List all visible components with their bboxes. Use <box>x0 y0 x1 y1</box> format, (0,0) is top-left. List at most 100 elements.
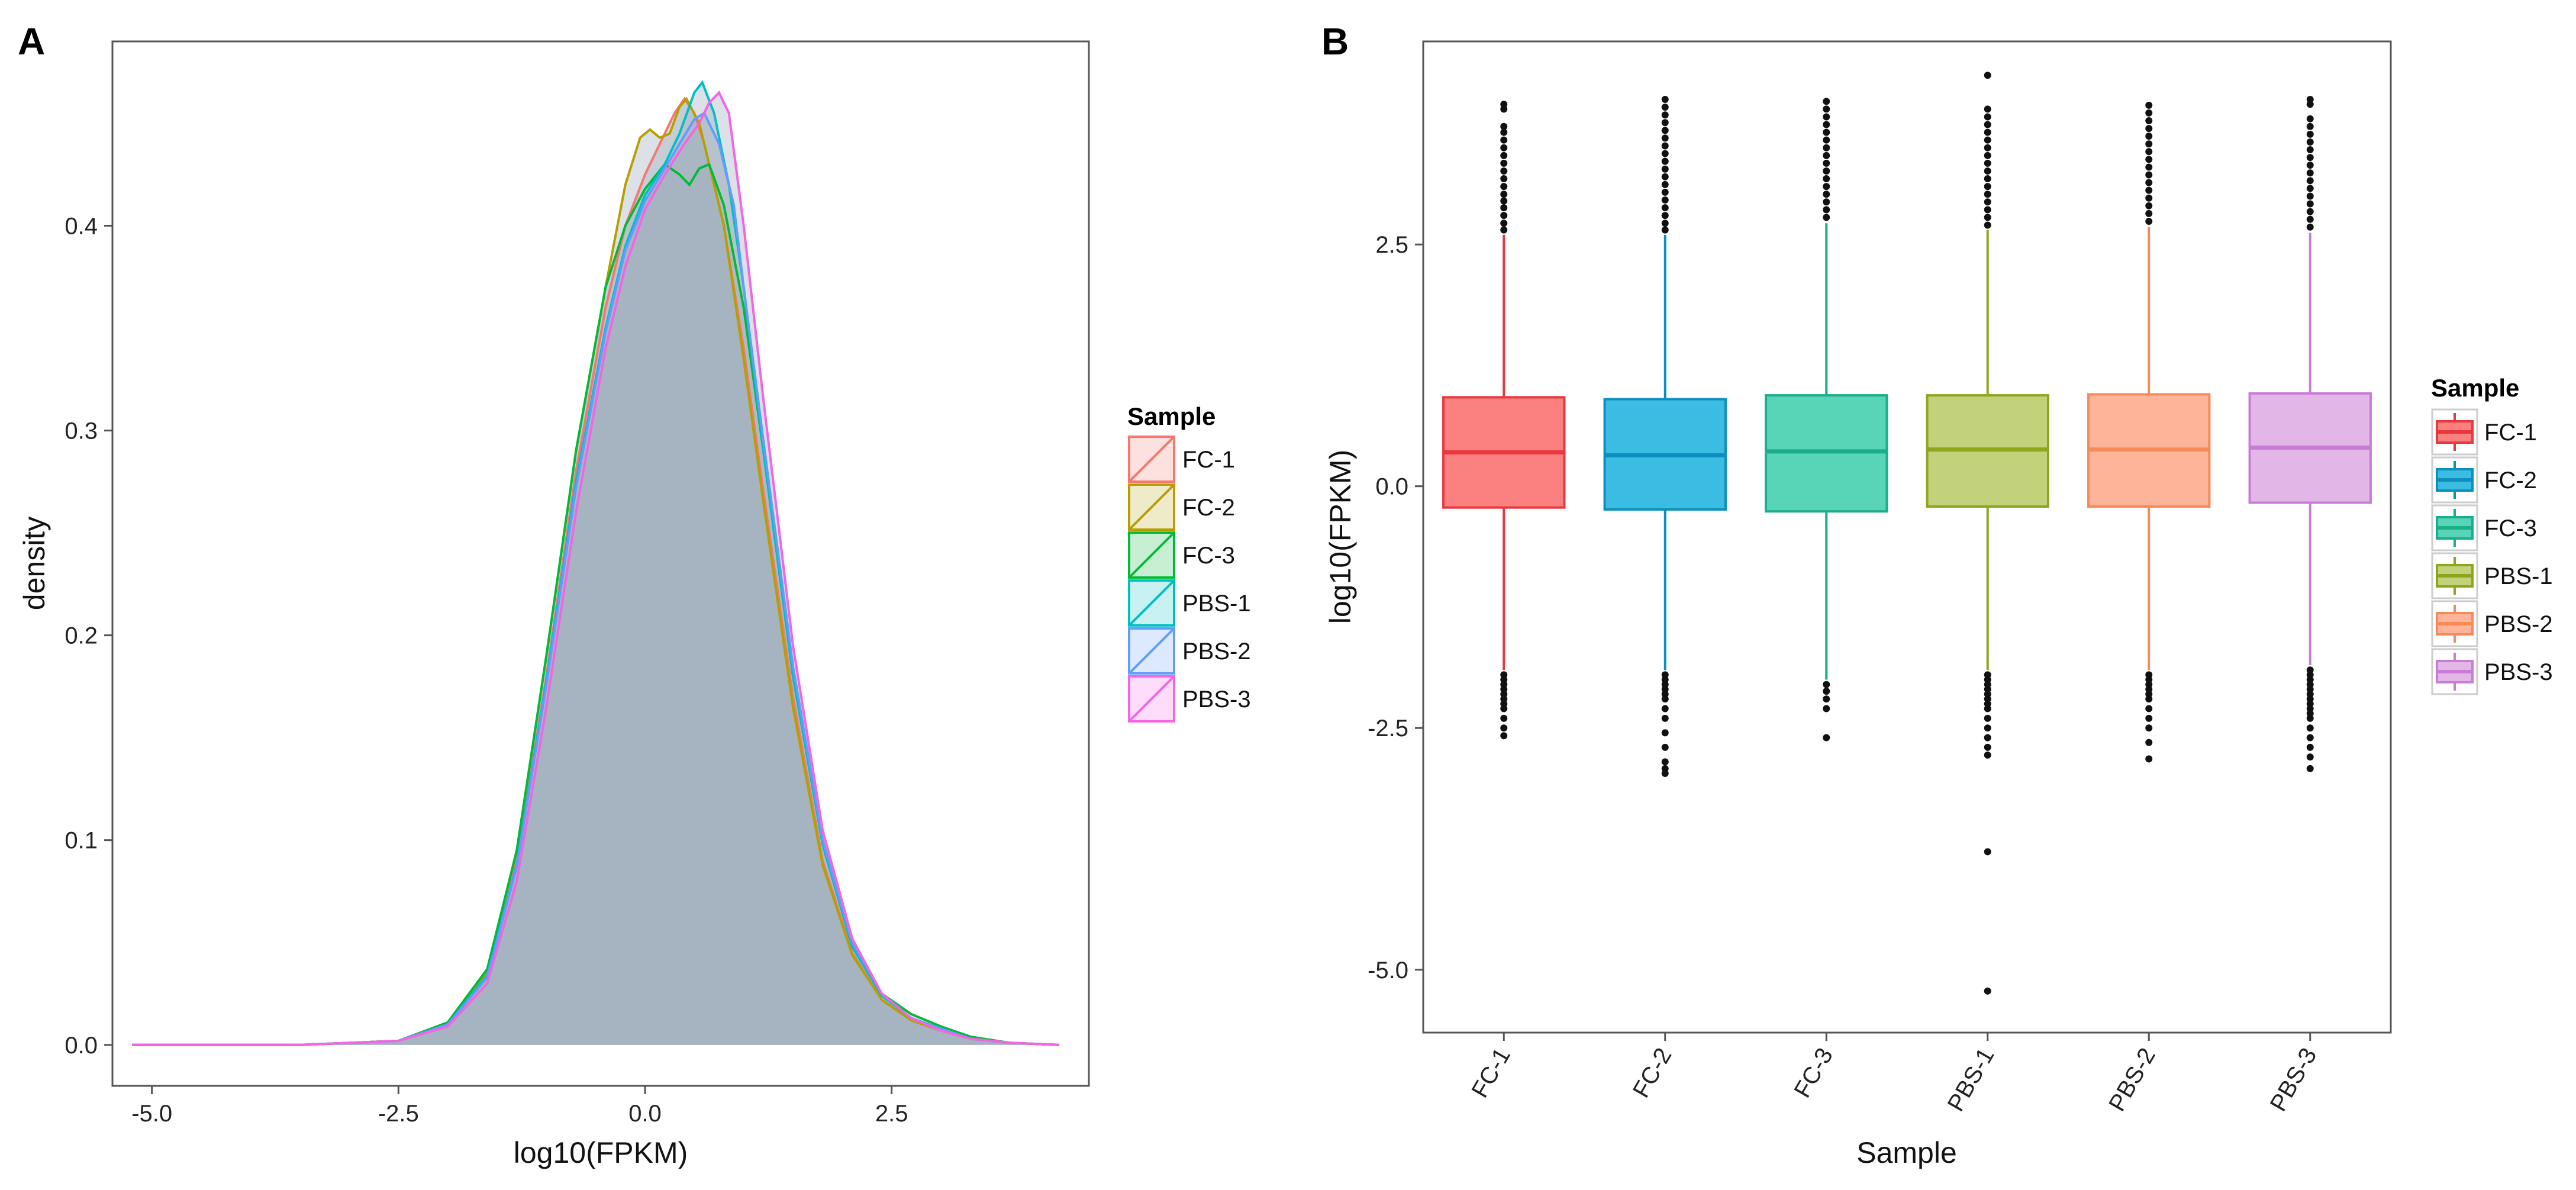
box-outlier <box>1984 183 1991 191</box>
box-outlier <box>2306 115 2314 122</box>
boxplot-legend-title: Sample <box>2431 374 2519 402</box>
box-outlier <box>2306 146 2314 154</box>
box-outlier <box>2145 714 2153 722</box>
box-outlier <box>1823 214 1830 221</box>
boxplot-legend-item-fc-1: FC-1 <box>2431 408 2537 456</box>
box-outlier <box>1661 695 1669 703</box>
box-outlier <box>1661 111 1669 119</box>
boxplot-legend-item-pbs-1: PBS-1 <box>2431 552 2553 599</box>
density-areas <box>132 82 1059 1045</box>
box-outlier <box>2306 734 2314 741</box>
box-outlier <box>1823 183 1830 191</box>
box-outlier <box>1984 206 1991 214</box>
box-outlier <box>2306 765 2314 772</box>
box-outlier <box>2306 138 2314 146</box>
box-outlier <box>1984 724 1991 732</box>
box-outlier <box>1500 128 1508 136</box>
density-legend-item-pbs-1: PBS-1 <box>1128 579 1251 627</box>
box-pbs-3 <box>2248 96 2372 772</box>
box-outlier <box>1984 848 1991 856</box>
box-outlier <box>1984 72 1991 79</box>
box-outlier <box>2145 738 2153 746</box>
box-outlier <box>1661 134 1669 142</box>
panel-a-label: A <box>18 20 45 63</box>
box-outlier <box>1823 705 1830 712</box>
boxplot-legend-label: PBS-2 <box>2484 611 2553 637</box>
box-outlier <box>1500 724 1508 732</box>
density-y-axis-title: density <box>18 517 51 610</box>
density-legend-key-diagonal <box>1128 627 1175 675</box>
box-outlier <box>1823 121 1830 128</box>
box-outlier <box>1823 206 1830 214</box>
box-outlier <box>1500 714 1508 722</box>
density-legend-label: FC-3 <box>1182 543 1235 569</box>
box-outlier <box>1823 681 1830 688</box>
boxplot-x-tick-label: FC-1 <box>1466 1044 1516 1102</box>
box-outlier <box>1500 136 1508 144</box>
box-outlier <box>1661 150 1669 157</box>
box-outlier <box>1984 987 1991 995</box>
density-y-tick-label: 0.0 <box>65 1033 98 1059</box>
box-outlier <box>1661 180 1669 188</box>
box-outlier <box>1984 175 1991 183</box>
boxplot-legend-label: FC-3 <box>2484 515 2537 541</box>
boxplot-y-tick-label: -5.0 <box>1368 957 1408 983</box>
box-outlier <box>2145 179 2153 186</box>
box-outlier <box>1823 175 1830 183</box>
box-outlier <box>2145 171 2153 179</box>
box-outlier <box>1661 173 1669 180</box>
box-outlier <box>1823 688 1830 695</box>
box-outlier <box>2145 194 2153 202</box>
boxplot-x-axis-title: Sample <box>1856 1136 1957 1169</box>
box-outlier <box>1823 128 1830 136</box>
panel-b-label: B <box>1321 20 1349 63</box>
boxplot-plot-area <box>1422 40 2392 1034</box>
density-legend-title: Sample <box>1127 402 1216 430</box>
box-outlier <box>2145 109 2153 117</box>
density-legend-key-diagonal <box>1128 579 1175 627</box>
box-outlier <box>2306 154 2314 162</box>
box-outlier <box>2145 705 2153 712</box>
box-outlier <box>1661 220 1669 227</box>
density-chart: A -5.0 -2.5 0.0 2.5 0.0 0.1 0.2 0.3 0.4 log10(F… <box>18 20 1251 1169</box>
density-legend-item-fc-2: FC-2 <box>1128 483 1235 531</box>
box-outlier <box>1984 128 1991 136</box>
boxplot-chart: B FC-1 FC-2 FC-3 PBS-1 PBS-2 PBS-3 -5.0 -2.5 0.… <box>1321 20 2553 1169</box>
box-outlier <box>1661 96 1669 104</box>
boxplot-boxes <box>1442 72 2372 995</box>
box-outlier <box>2145 117 2153 124</box>
boxplot-legend-label: FC-1 <box>2484 420 2537 446</box>
box-outlier <box>1823 198 1830 206</box>
boxplot-x-tick-label: FC-2 <box>1628 1044 1677 1102</box>
boxplot-x-tick-label: PBS-2 <box>2104 1044 2161 1116</box>
box-outlier <box>2306 714 2314 722</box>
density-legend-label: FC-2 <box>1182 495 1235 521</box>
box-outlier <box>1661 758 1669 766</box>
boxplot-y-axis: -5.0 -2.5 0.0 2.5 <box>1368 232 1423 983</box>
density-y-tick-label: 0.1 <box>65 828 98 854</box>
boxplot-y-tick-label: -2.5 <box>1368 715 1408 741</box>
box-outlier <box>1984 113 1991 121</box>
box-outlier <box>1984 105 1991 113</box>
density-line-fc-3 <box>132 162 1060 1046</box>
box-outlier <box>2145 695 2153 703</box>
box-outlier <box>1984 743 1991 751</box>
box-outlier <box>1823 113 1830 121</box>
box-outlier <box>1984 136 1991 144</box>
box-outlier <box>2145 101 2153 109</box>
box-outlier <box>1823 167 1830 175</box>
density-area-fc-1 <box>132 98 1059 1045</box>
boxplot-x-tick-label: PBS-1 <box>1943 1044 2000 1116</box>
density-area-fc-2 <box>132 98 1059 1045</box>
box-outlier <box>1500 175 1508 183</box>
box-outlier <box>2306 208 2314 215</box>
density-legend: Sample FC-1 FC-2 FC-3 PBS-1 PBS-2 PBS-3 <box>1127 402 1251 723</box>
box-outlier <box>1500 212 1508 220</box>
density-line-pbs-3 <box>132 91 1060 1046</box>
box-outlier <box>1661 714 1669 722</box>
box-fc-2 <box>1603 96 1727 778</box>
box-outlier <box>1500 183 1508 191</box>
density-area-pbs-1 <box>132 82 1059 1045</box>
density-legend-item-fc-1: FC-1 <box>1128 436 1235 483</box>
